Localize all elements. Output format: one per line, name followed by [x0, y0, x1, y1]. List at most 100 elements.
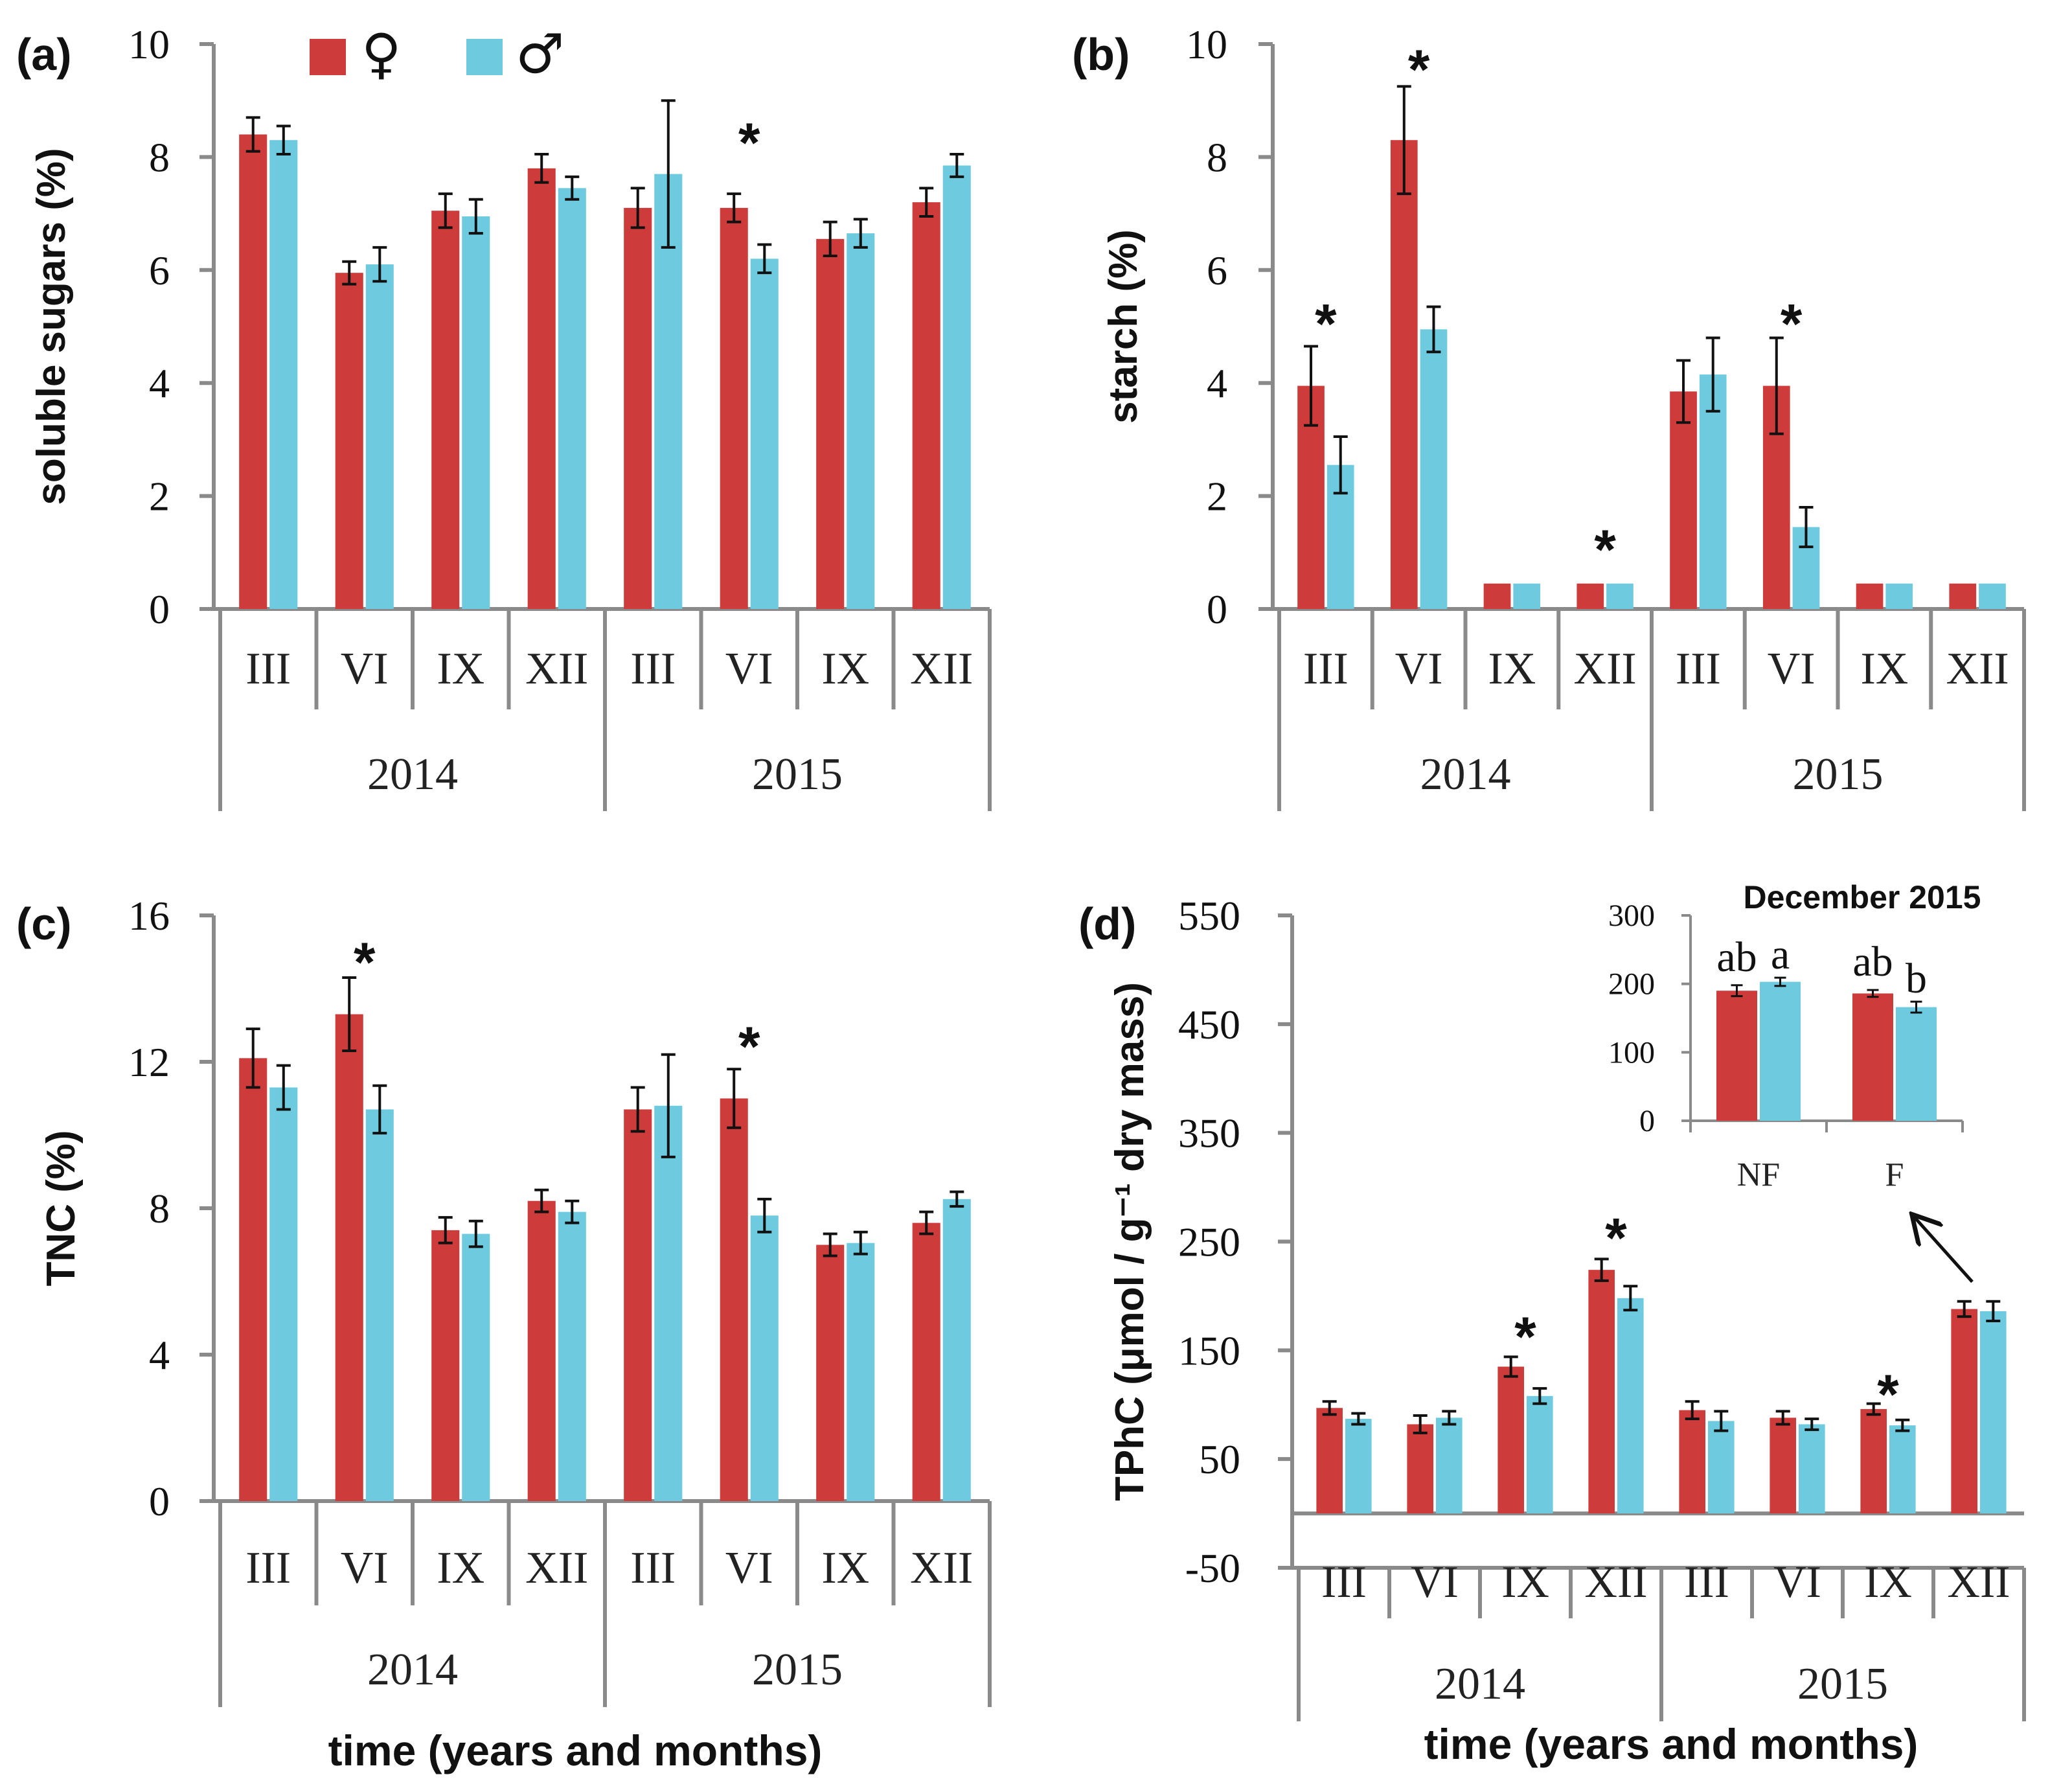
bar-female [816, 1245, 845, 1501]
bar-female [1390, 140, 1418, 610]
x-tick-label: VI [341, 644, 389, 694]
x-tick-label: VI [1773, 1557, 1821, 1607]
y-axis-title: TPhC (μmol / g⁻¹ dry mass) [1108, 982, 1152, 1501]
bar-male [1708, 1421, 1735, 1514]
panel-label: (d) [1078, 899, 1136, 949]
legend-swatch-male [466, 39, 503, 75]
inset-y-tick-label: 300 [1608, 899, 1655, 933]
x-tick-label: VI [1768, 644, 1816, 694]
x-tick-label: XII [910, 1543, 973, 1593]
bar-female [1407, 1424, 1433, 1514]
x-tick-label: III [630, 644, 676, 694]
bar-male [1979, 583, 2006, 609]
x-axis-title-right: time (years and months) [1424, 1720, 1918, 1768]
bar-female [912, 202, 940, 609]
x-tick-label: XII [1574, 644, 1637, 694]
y-tick-label: 250 [1178, 1219, 1240, 1265]
x-tick-label: III [245, 644, 291, 694]
bar-male [269, 140, 298, 610]
year-label: 2015 [1793, 750, 1884, 799]
x-tick-label: XII [525, 644, 588, 694]
bar-female [1670, 391, 1697, 609]
x-tick-label: IX [1864, 1557, 1912, 1607]
bar-female [239, 134, 268, 609]
y-tick-label: 0 [1207, 586, 1227, 632]
inset-bar-female [1852, 993, 1893, 1121]
bar-male [269, 1087, 298, 1501]
bar-male [654, 1105, 683, 1501]
bar-male [365, 1109, 394, 1501]
significance-star: * [738, 112, 760, 174]
inset-y-tick-label: 200 [1608, 967, 1655, 1002]
x-tick-label: XII [1584, 1557, 1647, 1607]
x-tick-label: XII [910, 644, 973, 694]
bar-male [462, 216, 490, 610]
bar-female [431, 211, 460, 609]
bar-female [1316, 1408, 1343, 1514]
bar-male [1436, 1417, 1463, 1514]
bar-female [1856, 583, 1884, 609]
x-tick-label: XII [1947, 1557, 2010, 1607]
x-tick-label: IX [437, 644, 484, 694]
bar-female [624, 1109, 652, 1501]
y-tick-label: 550 [1178, 893, 1240, 939]
bar-female [1483, 583, 1511, 609]
bar-male [1420, 329, 1448, 609]
y-tick-label: 50 [1199, 1436, 1240, 1482]
significance-star: * [1877, 1364, 1899, 1426]
bar-male [1799, 1424, 1825, 1514]
panels: (a) soluble sugars (%) 0 2 4 6 8 10 III VI IX XII II… [16, 21, 2026, 1721]
bar-female [1951, 1309, 1977, 1514]
y-tick-label: -50 [1185, 1545, 1240, 1591]
y-tick-label: 8 [149, 1186, 170, 1232]
y-tick-label: 350 [1178, 1110, 1240, 1156]
significance-star: * [1594, 519, 1616, 581]
y-tick-label: 8 [1207, 134, 1227, 180]
x-axis-title-left: time (years and months) [328, 1727, 823, 1774]
bar-male [1885, 583, 1913, 609]
y-tick-label: 4 [149, 360, 170, 406]
y-tick-label: 2 [1207, 474, 1227, 520]
bar-female [720, 1098, 748, 1501]
inset-y-tick-label: 100 [1608, 1035, 1655, 1070]
bar-female [335, 273, 363, 609]
bar-female [1860, 1408, 1887, 1514]
x-tick-label: XII [1946, 644, 2009, 694]
x-tick-label: VI [725, 1543, 773, 1593]
bar-female [816, 238, 845, 610]
x-tick-label: VI [1395, 644, 1443, 694]
inset-title: December 2015 [1744, 879, 1981, 915]
x-tick-label: IX [1860, 644, 1908, 694]
x-tick-label: IX [1488, 644, 1536, 694]
year-label: 2014 [367, 1645, 458, 1695]
bar-female [527, 168, 556, 610]
year-label: 2015 [752, 750, 843, 799]
x-tick-label: III [1303, 644, 1349, 694]
x-tick-label: III [1321, 1557, 1367, 1607]
significance-star: * [1781, 293, 1803, 355]
bar-female [624, 207, 652, 609]
year-label: 2015 [752, 1645, 843, 1695]
legend-label-male: ♂ [516, 22, 564, 86]
significance-star: * [354, 932, 376, 994]
y-tick-label: 12 [128, 1039, 170, 1085]
x-tick-label: IX [821, 644, 869, 694]
y-tick-label: 16 [128, 893, 170, 939]
y-tick-label: 10 [128, 21, 170, 67]
bar-female [1577, 583, 1604, 609]
x-tick-label: VI [341, 1543, 389, 1593]
bar-male [462, 1233, 490, 1501]
inset-bar-male [1760, 981, 1801, 1121]
x-tick-label: III [1676, 644, 1721, 694]
inset-group-letter: a [1771, 931, 1790, 978]
inset-group-letter: ab [1716, 934, 1757, 981]
panel-c: (c) TNC (%) 0 4 8 12 16 III VI IX XII III VI IX XII 201… [16, 893, 992, 1707]
bar-male [847, 233, 875, 609]
x-tick-label: III [1684, 1557, 1729, 1607]
y-tick-label: 4 [1207, 360, 1227, 406]
bar-female [239, 1058, 268, 1501]
bar-female [335, 1014, 363, 1501]
legend-label-female: ♀ [361, 22, 402, 86]
panel-label: (b) [1072, 29, 1130, 80]
